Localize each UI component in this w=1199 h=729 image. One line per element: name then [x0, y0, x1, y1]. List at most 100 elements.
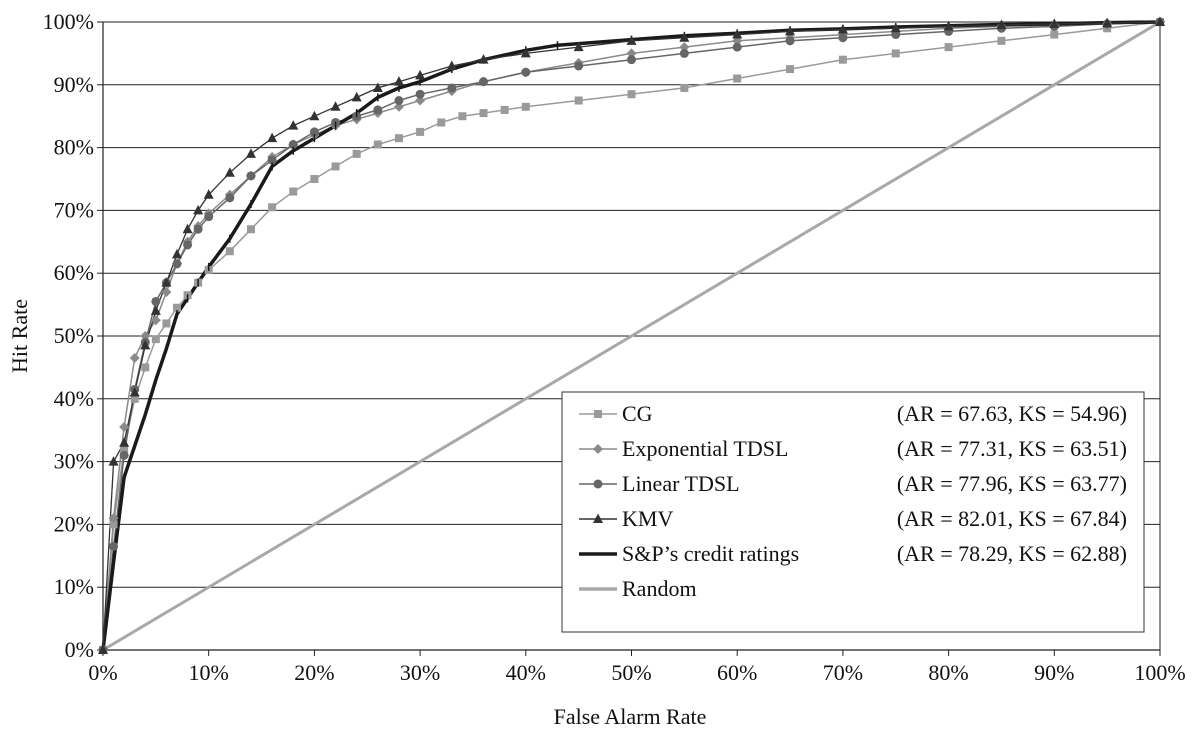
series-0-point-21	[437, 118, 446, 127]
series-3-point-31	[943, 20, 954, 31]
y-tick-label-9: 90%	[54, 72, 94, 97]
series-3-point-20	[415, 69, 426, 80]
series-2-point-14	[288, 139, 298, 149]
series-3-point-2	[119, 437, 130, 447]
series-3-point-9	[193, 204, 204, 215]
series-3-point-19	[393, 76, 404, 86]
series-0-point-15	[310, 175, 319, 183]
y-tick-label-0: 0%	[65, 637, 94, 662]
legend-label-5: Random	[622, 576, 697, 601]
series-3-point-35	[1155, 16, 1165, 26]
series-2-point-25	[627, 55, 636, 65]
series-3-point-21	[446, 60, 457, 70]
series-0-point-24	[500, 105, 509, 114]
x-tick-label-6: 60%	[717, 660, 757, 685]
series-0-point-18	[373, 140, 382, 149]
series-3-point-14	[288, 120, 299, 130]
legend-stats-0: (AR = 67.63, KS = 54.96)	[897, 401, 1127, 426]
series-3-point-34	[1102, 17, 1113, 28]
series-0-point-1	[109, 520, 118, 529]
y-tick-label-7: 70%	[54, 197, 94, 222]
series-2-point-11	[225, 193, 235, 203]
legend-swatch-marker-0	[594, 410, 602, 418]
series-0-point-19	[394, 134, 403, 143]
series-2-point-20	[415, 89, 425, 99]
y-tick-label-5: 50%	[54, 323, 94, 348]
series-line-4	[101, 20, 1161, 651]
y-tick-label-8: 80%	[54, 135, 94, 160]
series-3-point-15	[309, 110, 320, 121]
legend-label-0: CG	[622, 401, 653, 426]
series-1-point-4	[140, 331, 151, 341]
series-3-point-7	[171, 248, 182, 259]
y-tick-label-1: 10%	[54, 574, 94, 599]
series-0-point-5	[151, 335, 160, 344]
series-markers	[98, 16, 1165, 655]
x-axis-title: False Alarm Rate	[554, 704, 707, 729]
series-0-point-11	[225, 247, 234, 256]
x-tick-label-10: 100%	[1134, 660, 1185, 685]
series-3-point-12	[245, 148, 256, 158]
series-0-point-29	[733, 74, 742, 83]
series-3-point-28	[785, 25, 796, 36]
legend-stats-3: (AR = 82.01, KS = 67.84)	[897, 506, 1127, 531]
series-2-point-7	[172, 259, 182, 269]
x-tick-label-8: 80%	[928, 660, 968, 685]
series-0-point-33	[944, 43, 953, 52]
series-2-point-23	[521, 67, 531, 77]
series-3-point-33	[1049, 18, 1060, 28]
series-3-point-5	[150, 305, 161, 315]
series-2-point-1	[109, 541, 119, 551]
series-line-1	[102, 21, 1161, 651]
series-0-point-16	[331, 162, 340, 171]
series-1-point-19	[393, 101, 404, 112]
series-3-point-22	[478, 54, 489, 64]
series-2-point-9	[193, 224, 203, 234]
x-tick-label-9: 90%	[1034, 660, 1074, 685]
y-tick-label-2: 20%	[54, 511, 94, 536]
y-tick-label-6: 60%	[54, 260, 94, 285]
series-0-point-28	[680, 83, 689, 92]
x-tick-label-5: 50%	[611, 660, 651, 685]
series-2-point-24	[574, 61, 584, 71]
x-tick-label-1: 10%	[189, 660, 229, 685]
series-2-point-15	[309, 127, 319, 137]
y-tick-label-4: 40%	[54, 386, 94, 411]
series-0-point-27	[627, 90, 636, 99]
y-tick-label-10: 100%	[43, 9, 94, 34]
series-1-point-5	[150, 315, 161, 326]
series-0-point-26	[574, 96, 583, 105]
legend-label-4: S&P’s credit ratings	[622, 541, 799, 566]
series-2-point-18	[373, 105, 383, 115]
series-2-point-13	[267, 155, 277, 165]
series-2-point-10	[204, 212, 214, 222]
series-2-point-26	[679, 48, 689, 58]
series-lines	[101, 20, 1161, 652]
series-1-point-1	[108, 513, 119, 524]
legend: CG (AR = 67.63, KS = 54.96) Exponential TD…	[561, 391, 1145, 633]
series-0-point-6	[162, 319, 171, 328]
series-0-point-20	[416, 127, 425, 136]
series-0-point-12	[246, 225, 255, 234]
series-0-point-34	[997, 36, 1006, 45]
series-0-point-30	[786, 65, 795, 74]
y-axis-title: Hit Rate	[7, 299, 32, 373]
series-0-point-7	[172, 303, 181, 312]
series-3-point-13	[267, 132, 278, 143]
series-2-point-29	[838, 33, 848, 43]
series-0-point-31	[838, 55, 847, 64]
legend-box	[561, 391, 1145, 633]
series-3-point-3	[129, 387, 140, 397]
series-0-point-4	[141, 363, 150, 372]
legend-label-1: Exponential TDSL	[622, 436, 788, 461]
series-3-point-29	[837, 24, 848, 34]
series-3-point-27	[732, 29, 743, 39]
series-2-point-12	[246, 171, 256, 181]
x-tick-label-0: 0%	[88, 660, 117, 685]
series-2-point-28	[785, 36, 795, 46]
series-3-point-30	[890, 22, 901, 33]
y-tick-label-3: 30%	[54, 449, 94, 474]
legend-label-2: Linear TDSL	[622, 471, 740, 496]
series-3-point-11	[224, 167, 235, 177]
series-3-point-1	[108, 456, 119, 466]
